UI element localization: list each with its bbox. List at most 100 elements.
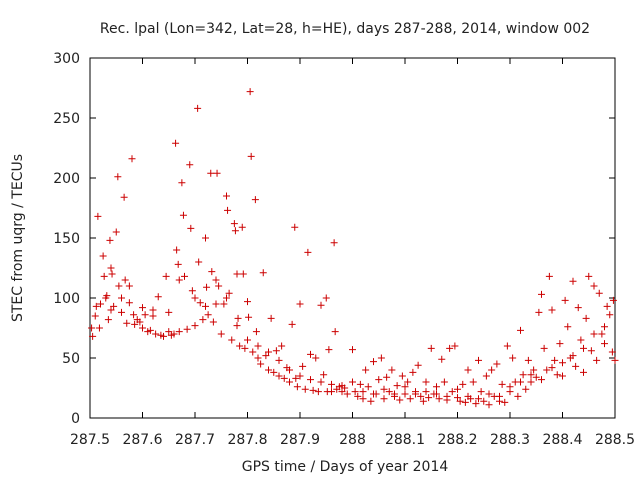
data-point bbox=[598, 330, 606, 338]
data-point bbox=[385, 388, 393, 396]
data-point bbox=[233, 322, 241, 330]
data-point bbox=[409, 368, 417, 376]
data-point bbox=[230, 220, 238, 228]
data-point bbox=[241, 344, 249, 352]
data-point bbox=[582, 314, 590, 322]
data-point bbox=[139, 304, 146, 312]
x-tick-label: 288.3 bbox=[490, 432, 530, 448]
data-point bbox=[99, 252, 107, 260]
data-point bbox=[296, 372, 304, 380]
data-point bbox=[469, 378, 477, 386]
y-tick-label: 200 bbox=[53, 171, 80, 187]
data-point bbox=[375, 376, 383, 384]
data-point bbox=[608, 348, 616, 356]
plot-border bbox=[89, 57, 616, 419]
data-point bbox=[108, 270, 116, 278]
data-point bbox=[433, 383, 440, 391]
data-point bbox=[485, 401, 493, 409]
data-point bbox=[307, 350, 314, 358]
data-point bbox=[349, 346, 356, 354]
data-point bbox=[312, 354, 320, 362]
data-point bbox=[456, 397, 464, 405]
data-point bbox=[517, 326, 524, 334]
data-point bbox=[251, 196, 259, 204]
data-point bbox=[191, 322, 199, 330]
data-point bbox=[88, 324, 96, 332]
data-point bbox=[207, 169, 215, 177]
data-point bbox=[194, 104, 202, 112]
data-point bbox=[606, 311, 614, 319]
data-point bbox=[448, 388, 456, 396]
data-point bbox=[183, 325, 191, 333]
data-point bbox=[249, 348, 257, 356]
data-point bbox=[317, 378, 325, 386]
data-point bbox=[175, 276, 183, 284]
data-point bbox=[514, 392, 522, 400]
data-point bbox=[406, 395, 414, 403]
chart-title: Rec. lpal (Lon=342, Lat=28, h=HE), days … bbox=[100, 21, 590, 37]
data-point bbox=[118, 294, 125, 302]
data-point bbox=[351, 388, 359, 396]
data-point bbox=[530, 366, 538, 374]
data-point bbox=[377, 354, 385, 362]
data-point bbox=[443, 392, 451, 400]
data-point bbox=[561, 296, 569, 304]
data-point bbox=[590, 282, 598, 290]
data-point bbox=[209, 318, 217, 326]
data-point bbox=[104, 316, 112, 324]
data-point bbox=[391, 390, 398, 398]
data-point bbox=[223, 192, 230, 200]
data-point bbox=[254, 354, 262, 362]
data-point bbox=[149, 312, 157, 320]
data-point bbox=[380, 395, 388, 403]
data-point bbox=[472, 400, 480, 408]
data-point bbox=[338, 382, 346, 390]
data-point bbox=[186, 161, 194, 169]
data-point bbox=[540, 344, 548, 352]
data-point bbox=[475, 356, 482, 364]
data-point bbox=[359, 395, 367, 403]
data-point bbox=[131, 320, 139, 328]
data-point bbox=[165, 328, 173, 336]
data-point bbox=[574, 304, 582, 312]
data-point bbox=[217, 330, 225, 338]
data-point bbox=[538, 376, 545, 384]
data-point bbox=[304, 248, 312, 256]
data-point bbox=[89, 332, 97, 340]
x-tick-label: 288.1 bbox=[385, 432, 425, 448]
data-point bbox=[559, 372, 566, 380]
data-point bbox=[349, 378, 356, 386]
data-point bbox=[301, 385, 309, 393]
data-point bbox=[265, 348, 272, 356]
x-tick-label: 288.4 bbox=[542, 432, 582, 448]
data-point bbox=[417, 392, 425, 400]
data-point bbox=[236, 342, 244, 350]
data-point bbox=[517, 378, 524, 386]
data-point bbox=[564, 323, 572, 331]
data-point bbox=[553, 371, 561, 379]
data-point bbox=[331, 328, 339, 336]
data-point bbox=[577, 336, 585, 344]
data-point bbox=[320, 371, 328, 379]
data-point bbox=[110, 302, 118, 310]
data-point bbox=[422, 378, 430, 386]
data-point bbox=[121, 276, 129, 284]
data-point bbox=[601, 340, 608, 348]
data-point bbox=[202, 234, 209, 242]
data-point bbox=[179, 211, 187, 219]
data-point bbox=[325, 346, 333, 354]
data-point bbox=[223, 294, 230, 302]
y-axis-label: STEC from uqrg / TECUs bbox=[10, 154, 26, 322]
data-point bbox=[231, 227, 239, 235]
data-point bbox=[545, 272, 553, 280]
data-point bbox=[388, 366, 396, 374]
data-point bbox=[532, 373, 540, 381]
data-point bbox=[139, 324, 146, 332]
data-point bbox=[475, 395, 482, 403]
data-point bbox=[160, 332, 167, 340]
data-point bbox=[482, 372, 490, 380]
data-point bbox=[100, 272, 108, 280]
data-point bbox=[425, 394, 433, 402]
data-point bbox=[509, 354, 517, 362]
data-point bbox=[317, 301, 325, 309]
